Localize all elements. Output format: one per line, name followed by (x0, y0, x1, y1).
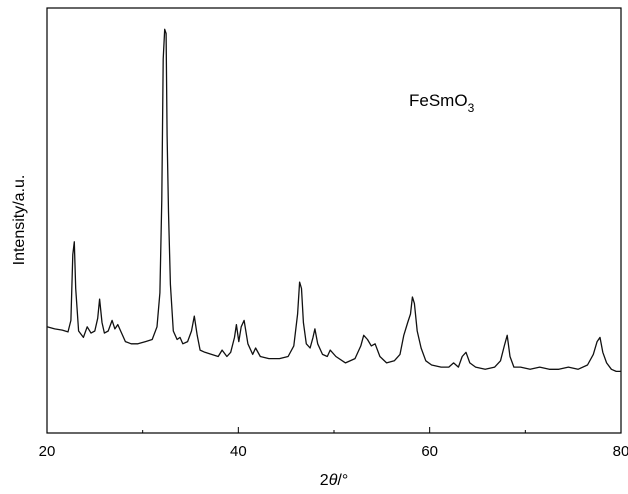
xrd-pattern-line (46, 28, 621, 373)
x-tick-label: 20 (39, 443, 56, 460)
x-tick-label: 60 (421, 443, 438, 460)
y-axis-title: Intensity/a.u. (11, 175, 28, 266)
x-tick-label: 40 (230, 443, 247, 460)
x-tick-label: 80 (613, 443, 628, 460)
x-axis-tick-labels: 20 40 60 80 (39, 443, 628, 460)
x-axis-title: 2θ/° (320, 472, 348, 489)
x-axis-ticks (46, 427, 622, 433)
plot-frame (46, 7, 622, 434)
compound-label: FeSmO3 (409, 91, 475, 115)
